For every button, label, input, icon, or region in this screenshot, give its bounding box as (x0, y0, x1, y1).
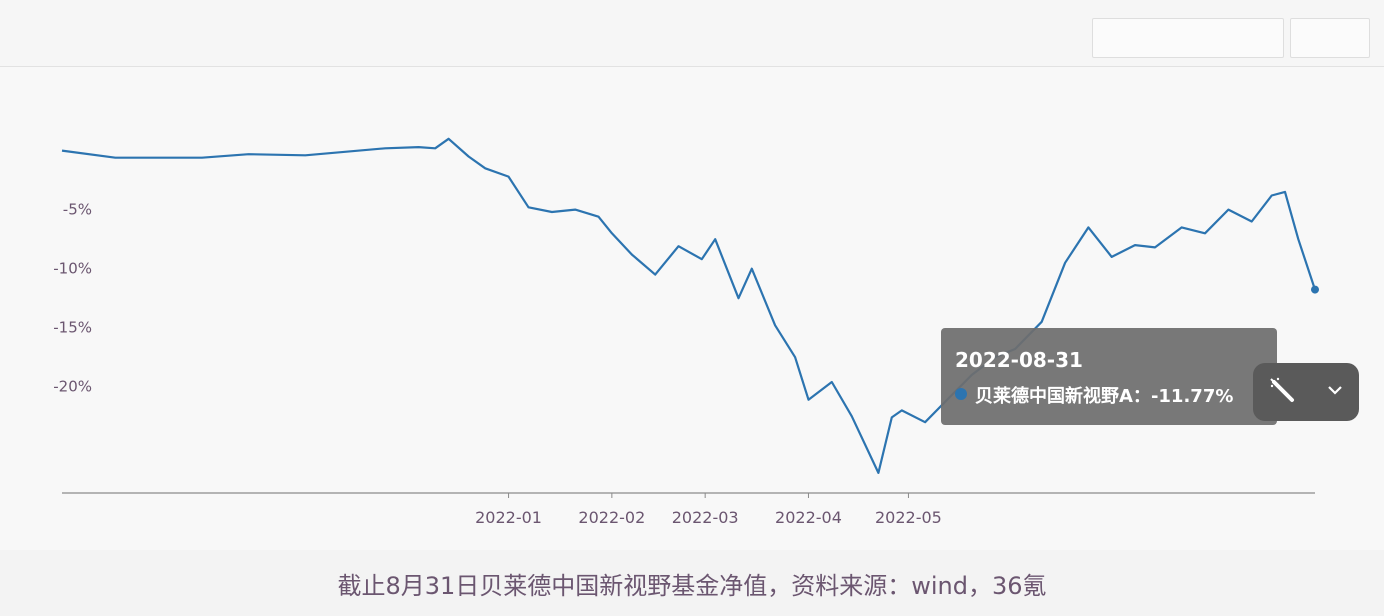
line-chart: -5%-10%-15%-20% 2022-01 2022-02 2022-03 202… (53, 137, 1319, 527)
y-tick-label: -15% (53, 319, 92, 337)
toolbar-button[interactable] (1092, 18, 1284, 58)
last-point-marker[interactable] (1311, 285, 1319, 294)
x-tick-label: 2022-05 (875, 508, 942, 527)
magic-wand-icon[interactable] (1268, 376, 1296, 408)
tooltip-series-marker (955, 388, 967, 400)
x-tick-label: 2022-03 (672, 508, 739, 527)
y-tick-label: -10% (53, 260, 92, 278)
series-line (61, 137, 1317, 474)
tooltip-date: 2022-08-31 (955, 348, 1083, 372)
image-edit-menu[interactable] (1253, 363, 1359, 421)
tooltip-series-label: 贝莱德中国新视野A： (975, 386, 1151, 407)
figure-caption: 截止8月31日贝莱德中国新视野基金净值，资料来源：wind，36氪 (337, 572, 1047, 600)
toolbar-small-button[interactable] (1290, 18, 1370, 58)
x-tick-label: 2022-02 (578, 508, 645, 527)
x-tick-label: 2022-04 (775, 508, 842, 527)
y-tick-label: -5% (63, 201, 92, 219)
series-group (61, 137, 1319, 474)
x-tick-label: 2022-01 (475, 508, 542, 527)
tooltip-value: -11.77% (1150, 386, 1234, 407)
y-axis: -5% -10% -15% -20% (53, 201, 92, 396)
chart-tooltip: 2022-08-31 贝莱德中国新视野A：-11.77% (941, 328, 1277, 425)
y-tick-label: -20% (53, 378, 92, 396)
top-toolbar (0, 0, 1384, 67)
tooltip-series-row: 贝莱德中国新视野A：-11.77% (975, 382, 1233, 408)
chart-container: -5% -10% -15% -20% 2022-01 2022-02 2022-03 202… (0, 67, 1384, 550)
x-axis: 2022-01 2022-02 2022-03 2022-04 2022-05 (62, 492, 1315, 527)
chevron-down-icon[interactable] (1325, 380, 1345, 404)
